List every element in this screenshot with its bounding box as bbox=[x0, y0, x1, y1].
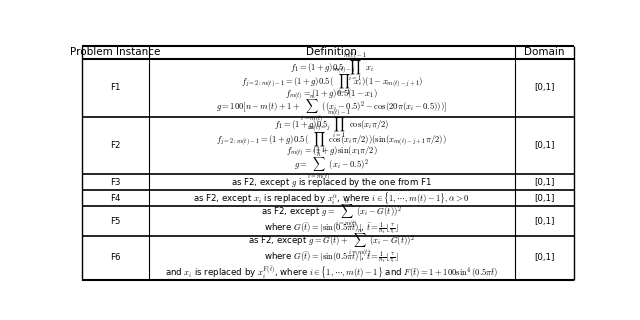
Text: $g = 100[n-m(t)+1+\sum_{i=m(t)}^{n}((x_i-0.5)^2-\cos(20\pi(x_i-0.5)))]$: $g = 100[n-m(t)+1+\sum_{i=m(t)}^{n}((x_i… bbox=[216, 93, 447, 125]
Text: $f_1 = (1+g)0.5\prod_{i=1}^{m(t)-1} x_i$: $f_1 = (1+g)0.5\prod_{i=1}^{m(t)-1} x_i$ bbox=[290, 50, 374, 83]
Text: [0,1]: [0,1] bbox=[534, 141, 554, 150]
Text: as F2, except $g = G(\bar{t}) + \sum_{i=m(t)}^{n}(x_i - G(\bar{t}))^2$: as F2, except $g = G(\bar{t}) + \sum_{i=… bbox=[248, 228, 415, 259]
Text: [0,1]: [0,1] bbox=[534, 194, 554, 203]
Text: Problem Instance: Problem Instance bbox=[70, 47, 161, 57]
Text: F5: F5 bbox=[110, 217, 121, 226]
Text: $f_{m(t)} = (1+g)0.5(1-x_1)$: $f_{m(t)} = (1+g)0.5(1-x_1)$ bbox=[285, 88, 378, 103]
Text: F1: F1 bbox=[110, 83, 121, 92]
Text: $f_{m(t)} = (1+g)\sin(x_1\pi/2)$: $f_{m(t)} = (1+g)\sin(x_1\pi/2)$ bbox=[286, 145, 378, 160]
Text: where $G(\bar{t}) = |\sin(0.5\pi\bar{t})|$, $\bar{t} = \frac{1}{n_t}\lfloor\frac: where $G(\bar{t}) = |\sin(0.5\pi\bar{t})… bbox=[264, 250, 399, 266]
Text: [0,1]: [0,1] bbox=[534, 178, 554, 187]
Text: as F2, except $x_i$ is replaced by $x_i^{\alpha}$, where $i \in \{1,\cdots,m(t)-: as F2, except $x_i$ is replaced by $x_i^… bbox=[193, 190, 470, 206]
Text: F6: F6 bbox=[110, 253, 121, 262]
Text: as F2, except $g$ is replaced by the one from F1: as F2, except $g$ is replaced by the one… bbox=[231, 176, 432, 189]
Text: [0,1]: [0,1] bbox=[534, 253, 554, 262]
Text: F4: F4 bbox=[110, 194, 121, 203]
Text: as F2, except $g = \sum_{i=m(t)}^{n}(x_i - G(\bar{t}))^2$: as F2, except $g = \sum_{i=m(t)}^{n}(x_i… bbox=[261, 198, 402, 230]
Text: $g = \sum_{i=m(t)}^{n}(x_i-0.5)^2$: $g = \sum_{i=m(t)}^{n}(x_i-0.5)^2$ bbox=[294, 151, 369, 183]
Text: $f_{j=2:m(t)-1} = (1+g)0.5(\prod_{i=1}^{m(t)-j} x_i)(1-x_{m(t)-j+1})$: $f_{j=2:m(t)-1} = (1+g)0.5(\prod_{i=1}^{… bbox=[241, 64, 423, 97]
Text: where $G(\bar{t}) = |\sin(0.5\pi\bar{t})|$, $\bar{t} = \frac{1}{n_t}\lfloor\frac: where $G(\bar{t}) = |\sin(0.5\pi\bar{t})… bbox=[264, 220, 399, 237]
Text: [0,1]: [0,1] bbox=[534, 83, 554, 92]
Text: $f_1 = (1+g)0.5\prod_{i=1}^{m(t)-1} \cos(x_i\pi/2)$: $f_1 = (1+g)0.5\prod_{i=1}^{m(t)-1} \cos… bbox=[274, 108, 389, 140]
Text: F3: F3 bbox=[110, 178, 121, 187]
Text: and $x_i$ is replaced by $x_i^{F(\bar{t})}$, where $i \in \{1,\cdots,m(t)-1\}$ a: and $x_i$ is replaced by $x_i^{F(\bar{t}… bbox=[165, 265, 499, 280]
Text: Domain: Domain bbox=[524, 47, 564, 57]
Text: F2: F2 bbox=[110, 141, 121, 150]
Text: [0,1]: [0,1] bbox=[534, 217, 554, 226]
Text: Definition: Definition bbox=[307, 47, 357, 57]
Text: $f_{j=2:m(t)-1} = (1+g)0.5(\prod_{i=1}^{m(t)-j}\cos(x_i\pi/2))(\sin(x_{m(t)-j+1}: $f_{j=2:m(t)-1} = (1+g)0.5(\prod_{i=1}^{… bbox=[216, 122, 447, 155]
